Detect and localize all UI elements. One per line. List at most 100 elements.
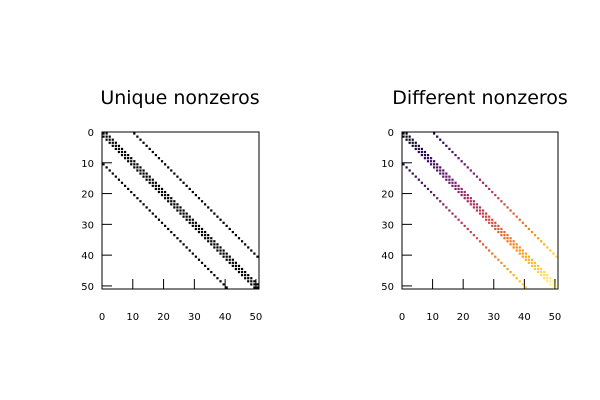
nonzero-marker bbox=[423, 184, 427, 187]
nonzero-marker bbox=[543, 274, 546, 277]
x-tick-label: 20 bbox=[157, 312, 170, 323]
nonzero-marker bbox=[439, 166, 442, 169]
nonzero-marker bbox=[256, 255, 259, 258]
nonzero-marker bbox=[111, 141, 114, 144]
nonzero-marker bbox=[494, 227, 497, 231]
nonzero-marker bbox=[114, 144, 117, 147]
nonzero-marker bbox=[204, 237, 207, 240]
nonzero-marker bbox=[448, 147, 451, 151]
nonzero-marker bbox=[445, 175, 448, 178]
nonzero-marker bbox=[543, 277, 546, 280]
nonzero-marker bbox=[521, 283, 524, 286]
nonzero-marker bbox=[253, 252, 256, 255]
nonzero-marker bbox=[197, 230, 201, 234]
nonzero-marker bbox=[167, 227, 170, 231]
nonzero-marker bbox=[244, 277, 247, 280]
nonzero-marker bbox=[105, 132, 108, 135]
nonzero-marker bbox=[454, 184, 457, 187]
nonzero-marker bbox=[179, 206, 182, 209]
nonzero-marker bbox=[197, 224, 201, 227]
nonzero-marker bbox=[191, 190, 194, 194]
nonzero-marker bbox=[148, 178, 151, 181]
nonzero-marker bbox=[402, 132, 405, 135]
nonzero-marker bbox=[494, 255, 497, 258]
nonzero-marker bbox=[533, 264, 537, 268]
nonzero-marker bbox=[151, 184, 154, 187]
nonzero-marker bbox=[475, 237, 479, 240]
nonzero-marker bbox=[102, 163, 105, 166]
x-tick-label: 10 bbox=[126, 312, 139, 323]
nonzero-marker bbox=[527, 255, 531, 258]
nonzero-marker bbox=[552, 283, 555, 286]
nonzero-marker bbox=[117, 144, 121, 147]
nonzero-marker bbox=[160, 190, 164, 194]
nonzero-marker bbox=[123, 150, 127, 154]
nonzero-marker bbox=[139, 172, 142, 175]
x-tick-label: 0 bbox=[99, 312, 105, 323]
nonzero-marker bbox=[540, 274, 543, 277]
nonzero-marker bbox=[527, 258, 531, 261]
nonzero-marker bbox=[414, 175, 417, 178]
nonzero-marker bbox=[154, 153, 157, 157]
y-tick-label: 0 bbox=[88, 128, 94, 139]
nonzero-marker bbox=[481, 212, 485, 215]
plot-frame bbox=[401, 131, 559, 290]
nonzero-marker bbox=[182, 212, 185, 215]
nonzero-marker bbox=[488, 218, 491, 221]
nonzero-marker bbox=[515, 246, 518, 249]
nonzero-marker bbox=[512, 240, 515, 243]
nonzero-marker bbox=[454, 187, 457, 191]
x-tick-label: 10 bbox=[426, 312, 439, 323]
nonzero-marker bbox=[417, 147, 420, 151]
nonzero-marker bbox=[439, 138, 442, 141]
nonzero-marker bbox=[188, 221, 191, 224]
nonzero-marker bbox=[414, 147, 417, 151]
nonzero-marker bbox=[114, 141, 117, 144]
nonzero-marker bbox=[481, 181, 485, 184]
nonzero-marker bbox=[108, 169, 111, 172]
nonzero-marker bbox=[160, 194, 164, 197]
nonzero-marker bbox=[102, 135, 105, 138]
nonzero-marker bbox=[451, 178, 454, 181]
nonzero-marker bbox=[439, 169, 442, 172]
nonzero-marker bbox=[182, 209, 185, 212]
nonzero-marker bbox=[537, 237, 540, 240]
nonzero-marker bbox=[176, 209, 179, 212]
nonzero-marker bbox=[445, 172, 448, 175]
nonzero-marker bbox=[219, 280, 222, 283]
nonzero-marker bbox=[160, 221, 164, 224]
nonzero-marker bbox=[200, 200, 204, 203]
nonzero-marker bbox=[231, 261, 234, 264]
nonzero-marker bbox=[157, 190, 161, 194]
nonzero-marker bbox=[524, 258, 527, 261]
nonzero-marker bbox=[491, 252, 494, 255]
nonzero-marker bbox=[460, 190, 463, 194]
nonzero-marker bbox=[142, 169, 145, 172]
nonzero-marker bbox=[117, 150, 121, 154]
nonzero-marker bbox=[139, 166, 142, 169]
nonzero-marker bbox=[216, 215, 219, 218]
nonzero-marker bbox=[225, 255, 228, 258]
nonzero-marker bbox=[469, 197, 472, 200]
nonzero-marker bbox=[164, 194, 167, 197]
nonzero-marker bbox=[500, 234, 503, 237]
nonzero-marker bbox=[546, 274, 549, 277]
nonzero-marker bbox=[210, 209, 213, 212]
nonzero-marker bbox=[469, 203, 472, 206]
nonzero-marker bbox=[231, 264, 234, 268]
nonzero-marker bbox=[108, 141, 111, 144]
nonzero-marker bbox=[250, 280, 253, 283]
nonzero-marker bbox=[506, 206, 509, 209]
nonzero-marker bbox=[142, 141, 145, 144]
nonzero-marker bbox=[515, 277, 518, 280]
nonzero-marker bbox=[130, 157, 133, 160]
nonzero-marker bbox=[167, 194, 170, 197]
nonzero-marker bbox=[500, 200, 503, 203]
nonzero-marker bbox=[197, 227, 201, 231]
nonzero-marker bbox=[123, 184, 127, 187]
nonzero-marker bbox=[247, 274, 250, 277]
nonzero-marker bbox=[185, 215, 188, 218]
nonzero-marker bbox=[552, 286, 555, 289]
nonzero-marker bbox=[222, 221, 225, 224]
nonzero-marker bbox=[225, 252, 228, 255]
